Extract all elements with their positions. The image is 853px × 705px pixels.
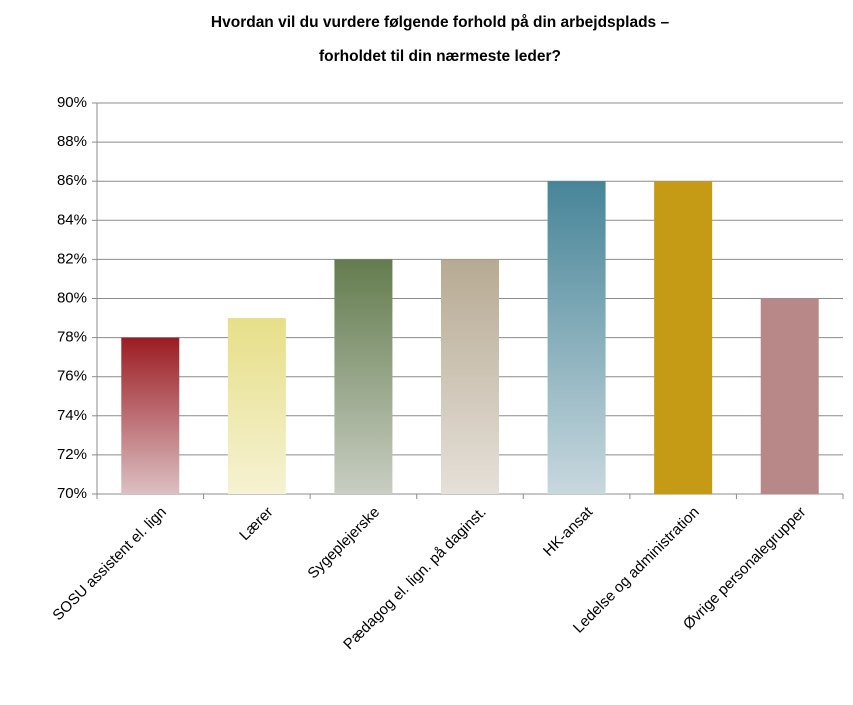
x-tick-label: SOSU assistent el. lign <box>49 504 169 624</box>
chart-title: forholdet til din nærmeste leder? <box>319 48 561 65</box>
y-tick-label: 84% <box>57 211 87 228</box>
y-tick-label: 76% <box>57 368 87 385</box>
bar <box>760 298 819 494</box>
bar <box>547 181 606 494</box>
bar <box>654 181 713 494</box>
y-tick-label: 88% <box>57 133 87 150</box>
y-tick-label: 90% <box>57 94 87 111</box>
y-tick-label: 74% <box>57 407 87 424</box>
x-tick-label: Ledelse og administration <box>570 504 703 637</box>
y-tick-label: 70% <box>57 485 87 502</box>
x-tick-label: Lærer <box>236 504 276 544</box>
bar <box>227 318 286 494</box>
bar <box>441 259 499 494</box>
chart-title: Hvordan vil du vurdere følgende forhold … <box>211 14 670 31</box>
x-tick-label: Øvrige personalegrupper <box>680 504 809 633</box>
bar <box>121 337 180 494</box>
y-tick-label: 72% <box>57 446 87 463</box>
y-tick-label: 78% <box>57 329 87 346</box>
x-tick-label: HK-ansat <box>540 503 597 560</box>
x-tick-label: Sygeplejerske <box>304 504 383 583</box>
y-tick-label: 86% <box>57 172 87 189</box>
y-tick-label: 82% <box>57 250 87 267</box>
y-tick-label: 80% <box>57 289 87 306</box>
bar <box>334 259 393 494</box>
